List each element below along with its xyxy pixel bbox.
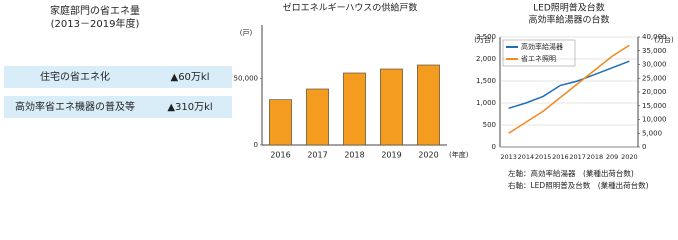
- bar: [417, 64, 440, 146]
- x-tick-label: 2018: [587, 153, 604, 161]
- y2-axis-label: (万台): [654, 35, 674, 44]
- x-tick-label: 2019: [381, 151, 401, 160]
- y-tick-label: 0: [492, 143, 496, 151]
- x-tick-label: 2017: [307, 151, 327, 160]
- legend-box: [502, 39, 576, 67]
- y-tick-label: 500: [483, 121, 496, 129]
- row-label: 高効率省エネ機器の普及等: [15, 100, 135, 113]
- chart-title: LED照明普及台数: [533, 2, 605, 14]
- y2-tick-label: 0: [642, 143, 646, 151]
- x-tick-label: 2016: [270, 151, 290, 160]
- y-tick-label: 2,500: [476, 33, 496, 41]
- y2-tick-label: 5,000: [642, 129, 662, 137]
- legend-label: 高効率給湯器: [521, 42, 563, 51]
- chart-title: ゼロエネルギーハウスの供給戸数: [283, 2, 418, 14]
- y-tick-label: 1,000: [476, 99, 496, 107]
- y2-tick-label: 20,000: [642, 88, 667, 96]
- row-box: [4, 66, 232, 88]
- row-box: [4, 96, 232, 118]
- y-tick-label: 0: [254, 141, 258, 149]
- y2-tick-label: 30,000: [642, 61, 667, 69]
- x-tick-label: 2017: [569, 153, 586, 161]
- row-value: ▲60万kl: [171, 72, 210, 83]
- y-tick-label: 1,500: [476, 77, 496, 85]
- x-axis-label: (年度): [449, 150, 469, 159]
- panel-subtitle: (2013－2019年度): [51, 17, 140, 30]
- bar: [269, 99, 292, 146]
- x-tick-label: 2020: [418, 151, 438, 160]
- x-tick-label: 2013: [500, 153, 517, 161]
- x-tick-label: 2015: [535, 153, 552, 161]
- x-tick-label: 2020: [621, 153, 638, 161]
- y2-tick-label: 40,000: [642, 33, 667, 41]
- y2-tick-label: 15,000: [642, 102, 667, 110]
- row-value: ▲310万kl: [167, 102, 212, 113]
- bar: [343, 72, 366, 146]
- panel-title: 家庭部門の省エネ量: [50, 4, 140, 17]
- x-tick-label: 2016: [552, 153, 569, 161]
- y-tick-label: 50,000: [234, 74, 259, 82]
- legend-label: 省エネ照明: [521, 54, 556, 63]
- y2-tick-label: 25,000: [642, 74, 667, 82]
- row-label: 住宅の省エネ化: [40, 70, 110, 83]
- note: 右軸：LED照明普及台数 (業種出荷台数): [508, 180, 649, 190]
- y2-tick-label: 35,000: [642, 47, 667, 55]
- line: [508, 44, 630, 134]
- page: 家庭部門の省エネ量 (2013－2019年度) 住宅の省エネ化 ▲60万kl 高…: [4, 2, 674, 190]
- line: [508, 60, 630, 109]
- x-tick-label: 2018: [344, 151, 364, 160]
- y2-tick-label: 10,000: [642, 116, 667, 124]
- y-tick-label: 2,000: [476, 55, 496, 63]
- x-tick-label: 209: [606, 153, 618, 161]
- y-axis-label: (万台): [474, 35, 494, 44]
- bar: [306, 88, 329, 146]
- y-axis-label: (戸): [240, 29, 253, 37]
- bar: [380, 68, 403, 146]
- x-tick-label: 2014: [518, 153, 535, 161]
- chart-title: 高効率給湯器の台数: [528, 14, 609, 26]
- note: 左軸：高効率給湯器 (業種出荷台数): [508, 168, 634, 178]
